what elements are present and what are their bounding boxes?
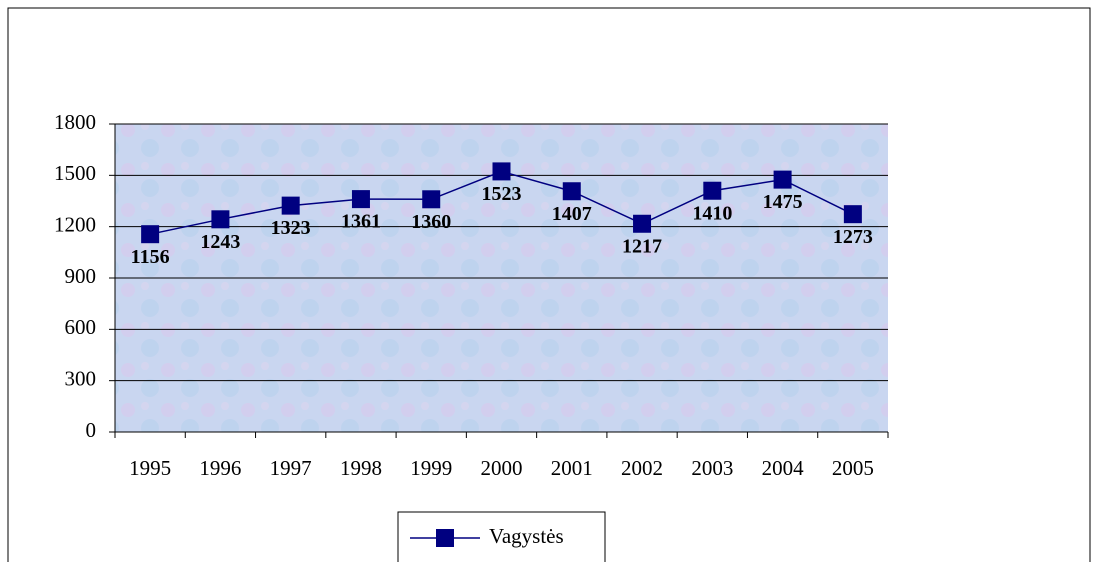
marker: [773, 170, 792, 189]
data-label: 1243: [200, 231, 240, 253]
y-tick-label: 1200: [54, 212, 96, 236]
legend: Vagystės: [397, 511, 606, 562]
marker: [141, 225, 160, 244]
x-tick-label: 2001: [551, 456, 593, 480]
x-tick-label: 1998: [340, 456, 382, 480]
marker: [351, 190, 370, 209]
data-label: 1361: [341, 211, 381, 233]
data-label: 1475: [763, 191, 803, 213]
data-label: 1410: [692, 202, 732, 224]
legend-label: Vagystės: [489, 524, 564, 548]
y-tick-label: 1800: [54, 110, 96, 134]
x-tick-label: 2002: [621, 456, 663, 480]
legend-box: [397, 511, 606, 562]
data-label: 1323: [271, 217, 311, 239]
chart-border: [7, 7, 1091, 562]
x-tick-label: 1996: [199, 456, 241, 480]
y-tick-label: 1500: [54, 161, 96, 185]
data-label: 1156: [131, 246, 170, 268]
marker: [562, 182, 581, 201]
y-tick-label: 600: [65, 315, 97, 339]
x-tick-label: 2004: [762, 456, 805, 480]
y-tick-label: 300: [65, 366, 97, 390]
data-label: 1360: [411, 211, 451, 233]
data-label: 1217: [622, 235, 662, 257]
y-tick-label: 0: [86, 418, 97, 442]
x-tick-label: 2000: [481, 456, 523, 480]
marker: [492, 162, 511, 181]
marker: [281, 196, 300, 215]
data-label: 1273: [833, 226, 873, 248]
y-tick-label: 900: [65, 264, 97, 288]
data-label: 1523: [482, 183, 522, 205]
data-label: 1407: [552, 203, 592, 225]
x-tick-label: 2003: [691, 456, 733, 480]
legend-marker: [436, 529, 454, 547]
marker: [633, 214, 652, 233]
marker: [703, 181, 722, 200]
x-tick-label: 1999: [410, 456, 452, 480]
marker: [211, 210, 230, 229]
x-tick-label: 2005: [832, 456, 874, 480]
x-tick-label: 1997: [270, 456, 312, 480]
marker: [422, 190, 441, 209]
marker: [843, 205, 862, 224]
x-tick-label: 1995: [129, 456, 171, 480]
